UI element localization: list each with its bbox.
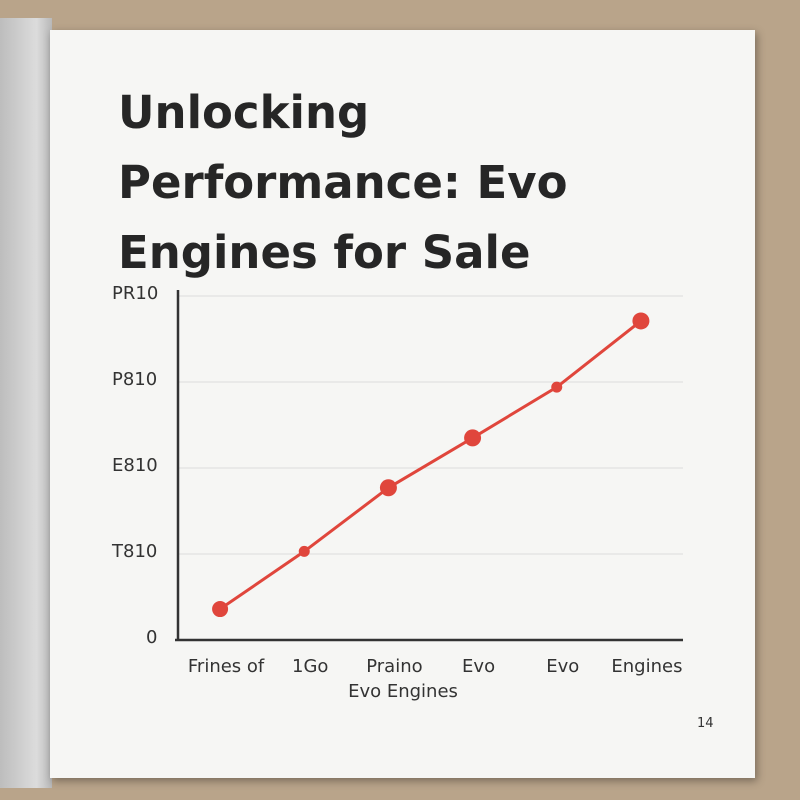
point xyxy=(464,429,482,447)
point xyxy=(298,545,310,557)
chart-title: Unlocking Performance: Evo Engines for S… xyxy=(118,86,568,279)
page-number: 14 xyxy=(697,716,714,731)
x-axis-title: Evo Engines xyxy=(348,681,458,702)
point xyxy=(632,312,650,330)
x-tick-label: Frines of xyxy=(188,656,265,677)
x-tick-label: Praino xyxy=(366,656,422,677)
y-tick-label: P810 xyxy=(112,369,157,390)
point xyxy=(551,381,563,393)
y-tick-label: 0 xyxy=(146,627,157,648)
x-tick-label: 1Go xyxy=(292,656,328,677)
book-page xyxy=(50,30,755,778)
y-tick-label: T810 xyxy=(111,541,157,562)
left-page xyxy=(0,18,52,788)
line xyxy=(219,319,642,611)
point xyxy=(212,601,229,618)
point xyxy=(379,479,397,497)
y-tick-label: E810 xyxy=(112,455,158,476)
y-tick-label: PR10 xyxy=(112,283,158,304)
x-tick-label: Engines xyxy=(611,656,682,677)
x-tick-label: Evo xyxy=(462,656,495,677)
x-tick-label: Evo xyxy=(546,656,579,677)
